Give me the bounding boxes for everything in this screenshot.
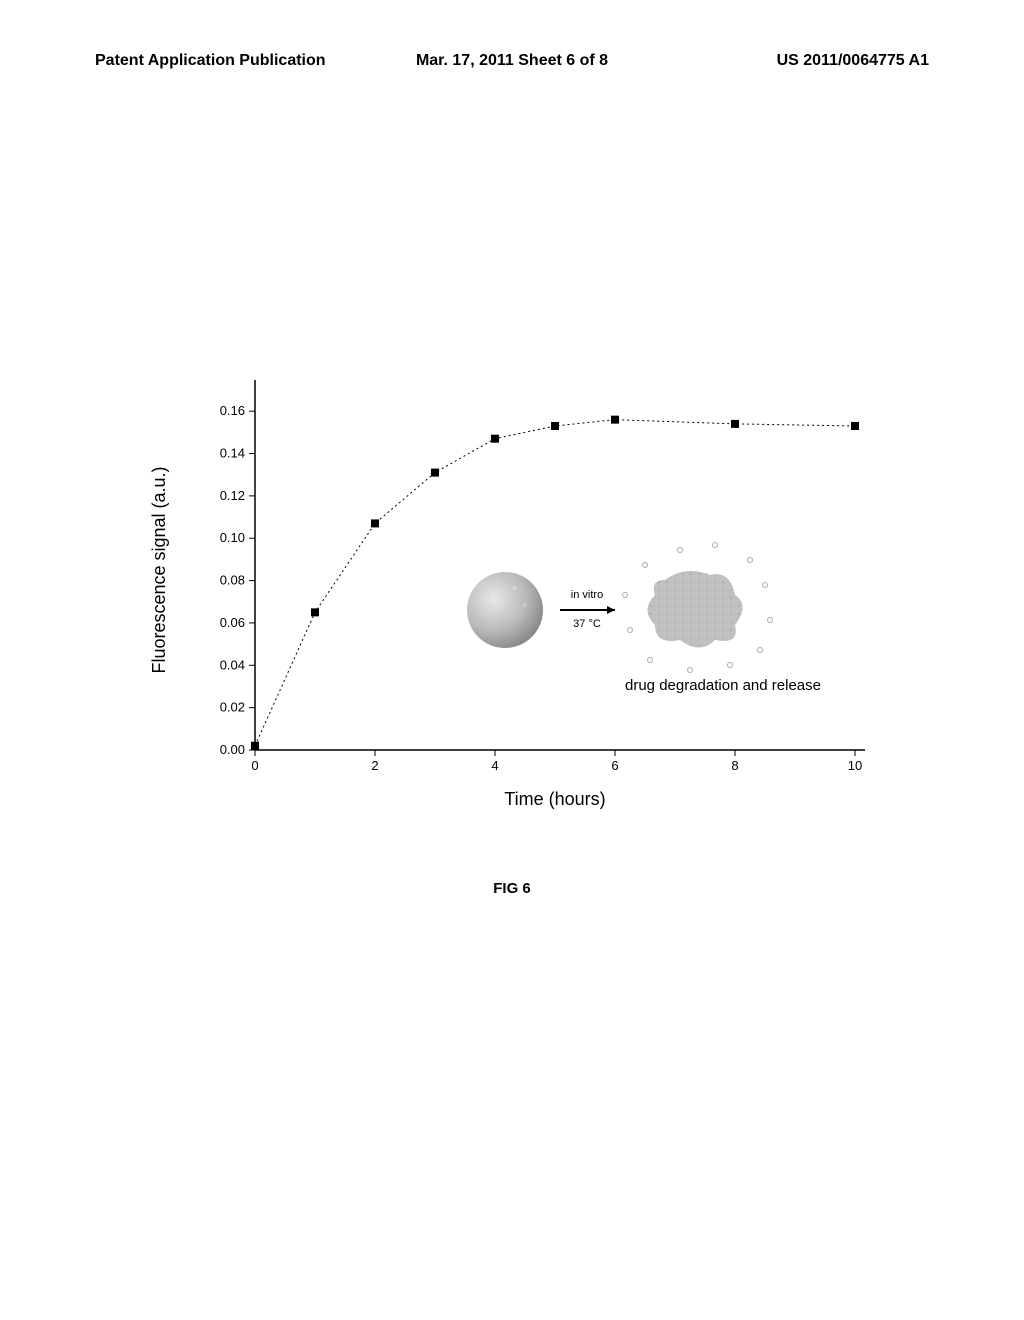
chart-container: 0 2 4 6 8 10 0.00 0.02 0.04 0.06 0.08 0.10 0.12 0.14 0… <box>135 370 905 820</box>
svg-text:0.10: 0.10 <box>220 530 245 545</box>
svg-text:6: 6 <box>611 758 618 773</box>
inset-diagram: in vitro 37 °C drug degradation and rele… <box>467 543 821 695</box>
intact-particle-icon <box>467 572 543 648</box>
svg-text:0.04: 0.04 <box>220 657 245 672</box>
degraded-particle-icon <box>648 571 743 648</box>
annotation-text: drug degradation and release <box>625 677 821 694</box>
header-center: Mar. 17, 2011 Sheet 6 of 8 <box>373 52 651 70</box>
svg-text:0.08: 0.08 <box>220 573 245 588</box>
figure-caption: FIG 6 <box>0 880 1024 897</box>
header-right: US 2011/0064775 A1 <box>651 52 929 70</box>
svg-text:4: 4 <box>491 758 498 773</box>
svg-text:8: 8 <box>731 758 738 773</box>
svg-text:0.06: 0.06 <box>220 615 245 630</box>
x-axis-label: Time (hours) <box>504 789 605 809</box>
svg-text:2: 2 <box>371 758 378 773</box>
chart-svg: 0 2 4 6 8 10 0.00 0.02 0.04 0.06 0.08 0.10 0.12 0.14 0… <box>135 370 905 820</box>
svg-text:0.02: 0.02 <box>220 700 245 715</box>
svg-text:0.12: 0.12 <box>220 488 245 503</box>
header-left: Patent Application Publication <box>95 52 373 70</box>
arrow-label-bottom: 37 °C <box>573 618 601 630</box>
arrow-label-top: in vitro <box>571 589 603 601</box>
svg-text:0.14: 0.14 <box>220 446 245 461</box>
header: Patent Application Publication Mar. 17, … <box>0 52 1024 70</box>
svg-text:0.00: 0.00 <box>220 742 245 757</box>
svg-text:0.16: 0.16 <box>220 403 245 418</box>
y-axis-label: Fluorescence signal (a.u.) <box>149 466 169 673</box>
svg-text:0: 0 <box>251 758 258 773</box>
svg-text:10: 10 <box>848 758 862 773</box>
